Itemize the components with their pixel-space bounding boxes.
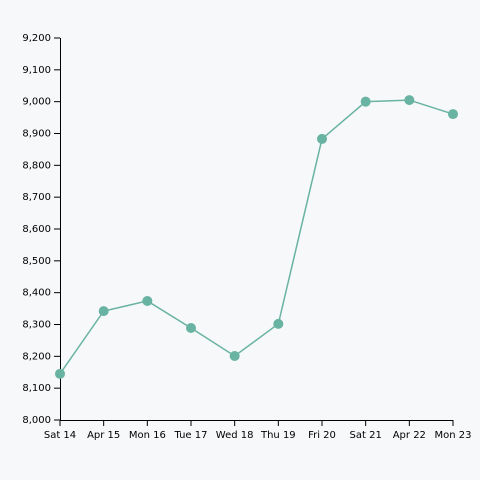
point (55, 368, 65, 379)
point (273, 318, 284, 329)
y-tick-label: 9,000 (22, 97, 51, 108)
y-tick-label: 8,100 (22, 383, 51, 394)
y-tick-label: 8,700 (22, 192, 51, 203)
y-tick-label: 8,800 (22, 160, 51, 171)
point (98, 306, 109, 317)
x-tick-label: Wed 18 (216, 430, 254, 441)
x-tick-label: Sat 21 (350, 430, 382, 441)
y-tick-label: 8,500 (22, 256, 51, 267)
x-tick-label: Apr 15 (87, 430, 120, 441)
y-tick-label: 8,300 (22, 320, 51, 331)
point (229, 351, 240, 362)
y-tick-label: 9,100 (22, 65, 51, 76)
x-tick-label: Thu 19 (260, 430, 296, 441)
x-tick-label: Mon 23 (435, 430, 472, 441)
x-tick-label: Mon 16 (129, 430, 166, 441)
point (360, 96, 371, 107)
x-tick-label: Sat 14 (44, 430, 76, 441)
point (142, 295, 153, 306)
y-tick-label: 8,400 (22, 288, 51, 299)
y-tick-label: 9,200 (22, 33, 51, 44)
point (404, 95, 415, 106)
point (317, 133, 327, 144)
x-tick-label: Tue 17 (174, 430, 208, 441)
x-tick-label: Apr 22 (393, 430, 426, 441)
x-tick-label: Fri 20 (308, 430, 336, 441)
y-tick-label: 8,900 (22, 129, 51, 140)
y-tick-label: 8,200 (22, 351, 51, 362)
point (448, 109, 458, 120)
y-tick-label: 8,000 (22, 415, 51, 426)
point (186, 323, 196, 334)
line (59, 99, 454, 375)
y-tick-label: 8,600 (22, 224, 51, 235)
